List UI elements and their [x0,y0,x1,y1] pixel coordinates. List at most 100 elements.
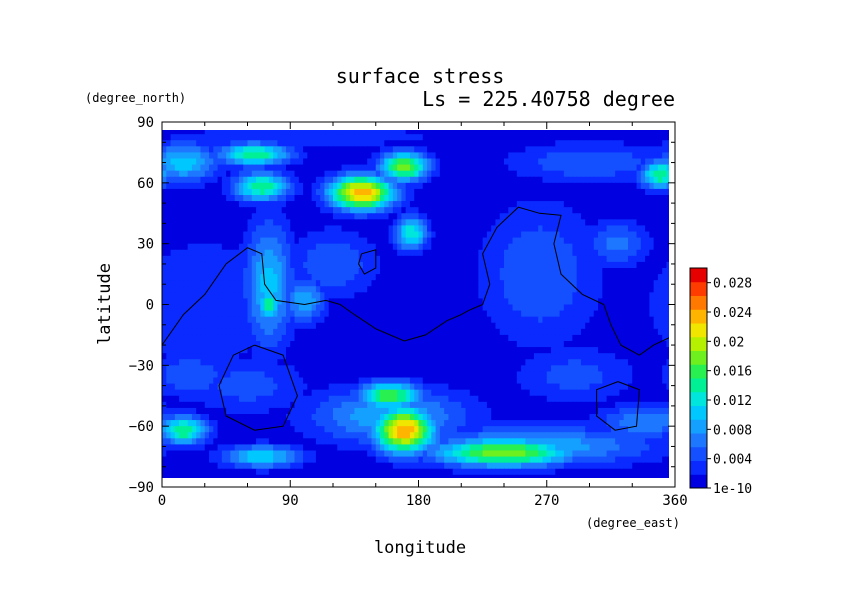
heatmap-cell [277,347,283,354]
heatmap-cell [619,365,625,373]
heatmap-cell [414,365,420,373]
heatmap-cell [448,130,454,135]
heatmap-cell [196,316,202,324]
heatmap-cell [559,274,565,281]
heatmap-cell [307,201,313,208]
heatmap-cell [461,286,467,293]
heatmap-cell [645,122,650,129]
heatmap-cell [345,182,351,190]
heatmap-cell [268,152,274,160]
heatmap-cell [311,195,317,202]
heatmap-cell [345,130,351,135]
heatmap-cell [452,249,458,257]
heatmap-cell [469,334,475,342]
heatmap-cell [589,286,595,293]
heatmap-cell [482,316,488,324]
heatmap-cell [482,310,488,318]
heatmap-cell [264,243,270,251]
heatmap-cell [234,219,240,227]
heatmap-cell [354,243,360,251]
heatmap-cell [529,164,535,172]
heatmap-cell [662,286,668,293]
heatmap-cell [525,140,531,147]
heatmap-cell [350,341,355,348]
heatmap-cell [456,322,462,330]
heatmap-cell [196,268,202,275]
heatmap-cell [174,334,180,342]
heatmap-cell [593,322,599,330]
heatmap-cell [632,176,638,184]
heatmap-cell [559,130,565,135]
heatmap-cell [580,231,586,239]
heatmap-cell [538,334,544,342]
heatmap-cell [388,316,394,324]
heatmap-cell [444,146,450,154]
heatmap-cell [555,122,560,129]
heatmap-cell [354,255,360,263]
heatmap-cell [576,207,582,214]
heatmap-cell [238,280,244,287]
heatmap-cell [559,134,565,141]
heatmap-cell [243,261,249,269]
heatmap-cell [405,334,411,342]
heatmap-cell [431,298,437,306]
heatmap-cell [191,310,197,318]
heatmap-cell [251,249,257,257]
heatmap-cell [401,182,407,190]
heatmap-cell [615,249,621,257]
heatmap-cell [234,207,240,214]
heatmap-cell [268,130,274,135]
heatmap-cell [170,274,176,281]
heatmap-cell [230,268,236,275]
heatmap-cell [311,188,317,196]
heatmap-cell [529,219,535,227]
heatmap-cell [662,304,668,312]
heatmap-cell [217,152,223,160]
heatmap-cell [358,334,364,342]
heatmap-cell [525,341,531,348]
heatmap-cell [209,280,214,287]
y-axis-label: latitude [95,263,115,345]
heatmap-cell [504,261,509,269]
heatmap-cell [469,365,475,373]
heatmap-cell [311,207,317,214]
heatmap-cell [461,176,467,184]
heatmap-cell [572,201,578,208]
heatmap-cell [209,347,214,354]
heatmap-cell [290,213,296,220]
heatmap-cell [602,347,608,354]
heatmap-cell [610,298,616,306]
heatmap-cell [200,176,206,184]
heatmap-cell [341,365,347,373]
heatmap-cell [204,225,210,233]
heatmap-cell [200,207,206,214]
heatmap-cell [414,130,420,135]
heatmap-cell [422,371,428,379]
heatmap-cell [610,201,616,208]
heatmap-cell [179,298,184,306]
heatmap-cell [431,225,437,233]
heatmap-cell [358,146,364,154]
heatmap-cell [311,243,317,251]
heatmap-cell [572,353,578,360]
heatmap-cell [183,274,189,281]
heatmap-cell [213,334,219,342]
heatmap-cell [166,237,172,245]
heatmap-cell [405,328,411,336]
heatmap-cell [431,310,437,318]
heatmap-cell [610,170,616,178]
heatmap-cell [555,207,561,214]
heatmap-cell [461,207,467,214]
heatmap-cell [662,176,668,184]
heatmap-cell [324,170,330,178]
heatmap-cell [559,310,565,318]
heatmap-cell [563,140,569,147]
heatmap-cell [315,347,321,354]
heatmap-cell [585,213,591,220]
heatmap-cell [345,164,351,172]
heatmap-cell [568,231,574,239]
heatmap-cell [191,298,197,306]
heatmap-cell [431,140,437,147]
heatmap-cell [204,231,210,239]
heatmap-cell [456,195,462,202]
